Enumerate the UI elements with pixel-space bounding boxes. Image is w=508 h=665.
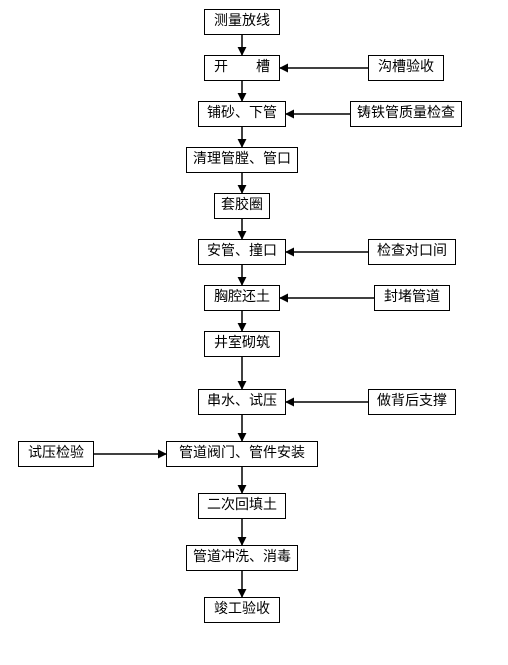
flowchart-node-n17: 二次回填土: [198, 493, 286, 519]
flowchart-node-n8: 安管、撞口: [198, 239, 286, 265]
flowchart-node-n7: 套胶圈: [214, 193, 270, 219]
flowchart-node-n18: 管道冲洗、消毒: [186, 545, 298, 571]
flowchart-node-n4: 铺砂、下管: [198, 101, 286, 127]
flowchart-node-n2: 开 槽: [204, 55, 280, 81]
flowchart-node-n6: 清理管膛、管口: [186, 147, 298, 173]
flowchart-node-n12: 井室砌筑: [204, 331, 280, 357]
flowchart-node-n19: 竣工验收: [204, 597, 280, 623]
flowchart-node-n13: 串水、试压: [198, 389, 286, 415]
flowchart-node-n15: 试压检验: [18, 441, 94, 467]
flowchart-node-n5: 铸铁管质量检查: [350, 101, 462, 127]
flowchart-node-n9: 检查对口间: [368, 239, 456, 265]
flowchart-node-n11: 封堵管道: [374, 285, 450, 311]
flowchart-node-n3: 沟槽验收: [368, 55, 444, 81]
flowchart-node-n10: 胸腔还土: [204, 285, 280, 311]
flowchart-node-n14: 做背后支撑: [368, 389, 456, 415]
flowchart-node-n16: 管道阀门、管件安装: [166, 441, 318, 467]
flowchart-node-n1: 测量放线: [204, 9, 280, 35]
